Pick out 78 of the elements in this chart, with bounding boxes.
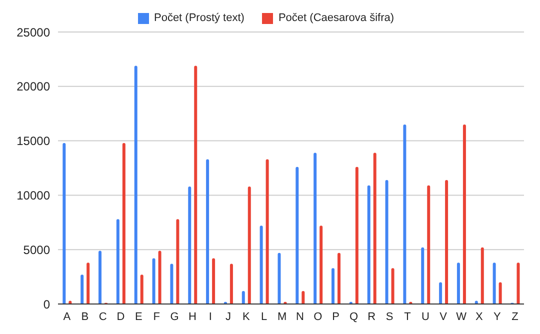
y-tick-label: 0 <box>43 297 50 312</box>
bar <box>456 262 460 304</box>
bar <box>80 274 84 304</box>
bar <box>170 264 174 304</box>
bar <box>320 226 323 304</box>
x-tick-label: M <box>277 310 287 323</box>
x-tick-label: B <box>81 310 89 323</box>
y-tick-label: 15000 <box>16 134 50 148</box>
x-tick-label: E <box>134 310 142 323</box>
bar <box>492 262 496 304</box>
bar <box>242 290 245 304</box>
bar <box>439 282 442 304</box>
bar <box>188 186 192 304</box>
x-tick-label: C <box>98 310 107 323</box>
bar <box>498 282 502 304</box>
x-tick-label: A <box>63 310 72 323</box>
x-tick-label: G <box>170 310 179 323</box>
bar <box>230 264 233 304</box>
y-tick-label: 10000 <box>16 188 50 202</box>
bar <box>427 185 430 304</box>
bar <box>385 180 388 304</box>
bar <box>206 159 210 304</box>
bar <box>62 142 66 304</box>
bar <box>122 142 126 304</box>
x-tick-label: W <box>456 310 468 323</box>
x-tick-label: J <box>226 310 232 323</box>
bar <box>302 290 305 304</box>
x-tick-label: U <box>421 310 430 323</box>
bar <box>332 268 335 304</box>
x-tick-label: F <box>153 310 160 323</box>
x-tick-label: K <box>242 310 251 323</box>
x-tick-label: X <box>476 310 484 323</box>
bar <box>86 262 90 304</box>
x-tick-label: T <box>404 310 412 323</box>
x-tick-label: Q <box>349 310 358 323</box>
legend-label: Počet (Caesarova šifra) <box>278 12 394 24</box>
bar <box>462 124 466 304</box>
bar <box>194 66 198 304</box>
x-tick-label: D <box>116 310 125 323</box>
bar <box>158 250 162 304</box>
y-tick-label: 25000 <box>16 25 50 40</box>
bar <box>338 252 341 304</box>
x-tick-label: R <box>368 310 376 323</box>
x-tick-label: H <box>188 310 196 323</box>
bar <box>445 180 448 304</box>
x-tick-label: P <box>332 310 340 323</box>
bar <box>266 159 269 304</box>
x-tick-label: L <box>261 310 268 323</box>
x-tick-label: V <box>440 310 448 323</box>
bar <box>176 219 180 304</box>
bar <box>355 166 358 304</box>
bar <box>314 152 317 304</box>
bar <box>116 219 120 304</box>
bar <box>367 185 370 304</box>
x-tick-label: O <box>314 310 323 323</box>
bar <box>98 250 102 304</box>
bar <box>403 124 406 304</box>
bar <box>212 258 216 304</box>
bar <box>248 186 251 304</box>
x-tick-label: I <box>208 310 212 323</box>
y-tick-label: 20000 <box>16 80 50 94</box>
bar <box>134 66 138 304</box>
x-tick-label: Y <box>493 310 502 323</box>
bar <box>516 262 520 304</box>
bar <box>391 268 394 304</box>
bar <box>278 252 281 304</box>
x-tick-label: N <box>296 310 304 323</box>
bar <box>421 247 424 304</box>
legend-label: Počet (Prostý text) <box>154 12 244 24</box>
bar <box>480 247 484 304</box>
bar <box>260 226 263 304</box>
bar <box>373 152 376 304</box>
x-tick-label: S <box>386 310 394 323</box>
y-tick-label: 5000 <box>23 242 50 257</box>
bar <box>152 258 156 304</box>
x-tick-label: Z <box>512 310 519 323</box>
bar <box>140 274 144 304</box>
bar <box>296 166 299 304</box>
